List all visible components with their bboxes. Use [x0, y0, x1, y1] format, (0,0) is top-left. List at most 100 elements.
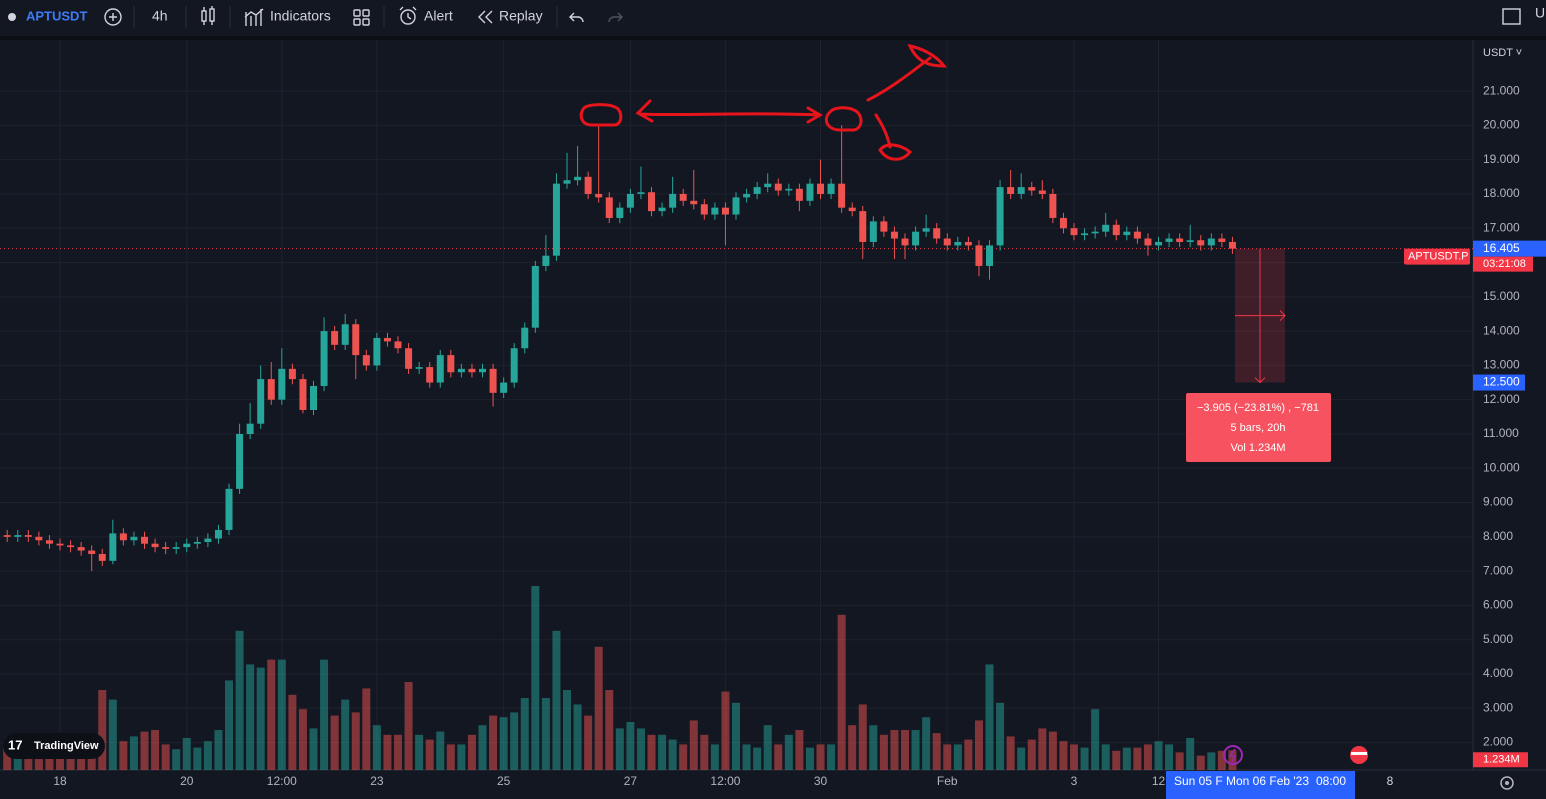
- y-tick-label: 3.000: [1483, 700, 1513, 714]
- layouts-icon[interactable]: [353, 9, 370, 26]
- candle-body: [362, 355, 370, 366]
- alert-icon[interactable]: [399, 6, 417, 25]
- candle-body: [24, 535, 32, 537]
- symbol[interactable]: APTUSDT: [26, 8, 87, 23]
- candle-body: [426, 367, 434, 383]
- candle-body: [890, 231, 898, 239]
- volume-bar: [119, 741, 128, 770]
- replay-button[interactable]: Replay: [499, 8, 543, 24]
- alert-button[interactable]: Alert: [424, 8, 453, 24]
- volume-bar: [404, 682, 413, 770]
- y-tick-label: 7.000: [1483, 563, 1513, 577]
- volume-bar: [520, 698, 529, 770]
- logo-badge[interactable]: [3, 733, 105, 759]
- volume-bar: [721, 691, 730, 770]
- volume-bar: [1091, 709, 1100, 770]
- volume-bar: [594, 646, 603, 770]
- candle-body: [933, 228, 941, 239]
- measure-change: −3.905 (−23.81%) , −781: [1197, 402, 1319, 414]
- candle-body: [700, 204, 708, 215]
- volume-bar: [879, 734, 888, 770]
- volume-bar: [193, 747, 202, 770]
- volume-bar: [985, 664, 994, 770]
- volume-bar: [330, 715, 339, 770]
- candle-body: [320, 331, 328, 386]
- volume-bar: [1186, 738, 1195, 770]
- fullscreen-icon[interactable]: [1502, 8, 1521, 25]
- x-tick-label: 12:00: [710, 774, 740, 788]
- candle-body: [785, 188, 793, 191]
- settings-icon[interactable]: [1500, 776, 1514, 790]
- candle-body: [1123, 231, 1131, 236]
- volume-bar: [161, 744, 170, 770]
- candle-body: [88, 550, 96, 554]
- volume-bar: [1006, 736, 1015, 770]
- candle-body: [1081, 233, 1089, 236]
- volume-bar: [531, 586, 540, 770]
- candle-body: [1017, 187, 1025, 194]
- volume-bar: [689, 720, 698, 770]
- candle-body: [626, 193, 634, 208]
- volume-bar: [1017, 747, 1026, 770]
- candle-body: [204, 538, 212, 542]
- undo-icon[interactable]: [569, 12, 584, 23]
- volume-bar: [1207, 752, 1216, 770]
- volume-bar: [45, 749, 54, 770]
- y-tick-label: 13.000: [1483, 358, 1520, 372]
- candle-body: [1144, 238, 1152, 246]
- candle-body: [901, 238, 909, 246]
- candle-body: [214, 529, 222, 539]
- toolbar-cut-text: U: [1535, 5, 1545, 21]
- volume-bar: [246, 664, 255, 770]
- candle-body: [827, 183, 835, 194]
- currency-label[interactable]: USDT ˅: [1483, 47, 1522, 59]
- candle-body: [669, 193, 677, 208]
- candle-body: [595, 193, 603, 198]
- candle-body: [552, 183, 560, 256]
- y-tick-label: 18.000: [1483, 186, 1520, 200]
- candle-body: [764, 183, 772, 188]
- volume-bar: [415, 734, 424, 770]
- volume-bar: [753, 747, 762, 770]
- candle-body: [1028, 187, 1036, 191]
- target-price-tag: [1473, 374, 1525, 391]
- chart-type-icon[interactable]: [201, 6, 215, 25]
- y-tick-label: 20.000: [1483, 118, 1520, 132]
- candle-body: [468, 368, 476, 373]
- volume-bar: [837, 614, 846, 770]
- candle-body: [1007, 187, 1015, 194]
- volume-bar: [742, 744, 751, 770]
- volume-bar: [732, 702, 741, 770]
- candle-body: [880, 221, 888, 232]
- volume-bar: [1101, 744, 1110, 770]
- volume-bar: [182, 738, 191, 770]
- candle-body: [225, 488, 233, 530]
- volume-bar: [362, 688, 371, 770]
- volume-bar: [964, 739, 973, 770]
- y-tick-label: 19.000: [1483, 152, 1520, 166]
- volume-bar: [1154, 741, 1163, 770]
- volume-bar: [858, 704, 867, 770]
- volume-bar: [1070, 744, 1079, 770]
- candle-body: [162, 547, 170, 549]
- candle-body: [141, 536, 149, 544]
- interval[interactable]: 4h: [152, 8, 168, 24]
- candle-body: [743, 193, 751, 198]
- volume-bar: [795, 730, 804, 770]
- menu-icon[interactable]: [8, 13, 16, 21]
- redo-icon[interactable]: [608, 12, 623, 23]
- replay-icon[interactable]: [478, 10, 493, 24]
- volume-bar: [1122, 747, 1131, 770]
- candle-body: [542, 255, 550, 266]
- volume-tag: [1473, 752, 1528, 768]
- indicators-icon[interactable]: [244, 8, 264, 26]
- indicators-button[interactable]: Indicators: [270, 8, 331, 24]
- candle-body: [331, 331, 339, 345]
- event-icons[interactable]: [1223, 745, 1368, 765]
- add-symbol[interactable]: [104, 8, 122, 26]
- volume-bar: [1165, 744, 1174, 770]
- countdown-label: 03:21:08: [1483, 258, 1526, 270]
- candle-body: [278, 368, 286, 400]
